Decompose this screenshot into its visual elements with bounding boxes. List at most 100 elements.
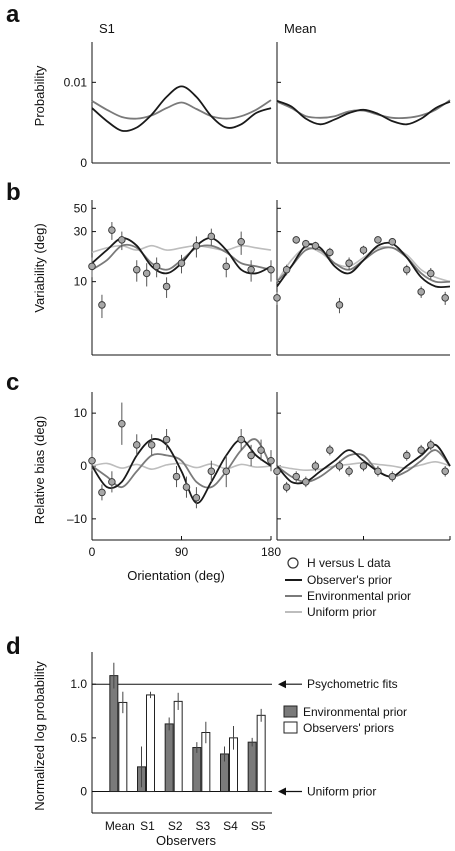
data-point-b-1-2 <box>292 236 300 244</box>
category-label-4: S4 <box>223 819 238 833</box>
reference-arrowhead-1 <box>278 787 286 796</box>
series-line-c-0-uniform-prior <box>91 462 272 471</box>
y-tick-label-d-1: 0.5 <box>70 731 87 745</box>
series-line-a-0-observer-s-prior <box>91 85 272 132</box>
x-tick-label-c-2: 180 <box>261 545 281 559</box>
data-point-c-1-0 <box>273 467 281 476</box>
data-point-b-1-10 <box>388 238 397 246</box>
data-point-b-1-6 <box>335 301 344 309</box>
y-tick-label-c-1: 0 <box>80 459 87 473</box>
data-point-b-1-13 <box>427 269 435 278</box>
data-point-c-0-13 <box>247 451 255 460</box>
bar-3-0 <box>192 747 202 793</box>
data-point-c-0-14 <box>257 446 265 454</box>
data-point-b-1-8 <box>359 246 368 254</box>
data-point-b-0-12 <box>237 238 245 246</box>
data-point-c-1-11 <box>403 451 411 460</box>
data-point-c-1-9 <box>374 467 382 476</box>
bar-5-1 <box>256 714 266 793</box>
data-point-b-0-7 <box>162 282 171 291</box>
y-tick-label-a-0: 0.01 <box>64 75 88 89</box>
x-tick-label-c-0: 0 <box>89 545 96 559</box>
y-tick-label-c-2: –10 <box>67 512 87 526</box>
data-point-c-1-12 <box>417 446 425 454</box>
data-point-b-0-0 <box>88 262 96 271</box>
ylabel-a: Probability <box>32 65 47 126</box>
data-point-c-0-6 <box>162 435 171 444</box>
data-point-b-1-5 <box>326 248 334 257</box>
series-line-a-1-observer-s-prior <box>276 100 451 126</box>
legend-label-environmental: Environmental prior <box>307 589 411 603</box>
legend-d: Environmental prior Observers' priors <box>283 705 407 735</box>
bar-0-0 <box>109 675 119 793</box>
plot-layer: 0.01 0 50 30 10 10 0 –10 0 90 180 1.0 0.5 0 Psychometr… <box>64 42 451 833</box>
panel-letter-d: d <box>6 633 21 660</box>
reference-label-1: Uniform prior <box>307 785 376 799</box>
data-point-b-0-10 <box>207 232 216 241</box>
data-point-c-0-8 <box>182 483 191 491</box>
ylabel-c: Relative bias (deg) <box>32 416 47 524</box>
data-point-b-0-8 <box>177 259 186 267</box>
data-point-c-1-14 <box>441 467 449 476</box>
y-tick-label-b-0: 50 <box>74 201 88 215</box>
category-label-1: S1 <box>140 819 155 833</box>
series-line-c-0-observer-s-prior <box>91 438 272 504</box>
data-point-b-0-5 <box>142 269 151 278</box>
data-point-c-0-10 <box>207 467 216 476</box>
panel-letter-a: a <box>6 1 20 28</box>
data-point-c-0-12 <box>237 435 245 444</box>
data-point-c-1-10 <box>388 472 397 481</box>
data-point-b-0-4 <box>132 265 141 274</box>
reference-arrowhead-0 <box>278 680 286 689</box>
data-point-b-1-9 <box>374 236 382 244</box>
ylabel-b: Variability (deg) <box>32 223 47 312</box>
data-point-b-1-11 <box>403 265 411 274</box>
bar-1-1 <box>146 694 155 793</box>
data-point-b-0-14 <box>267 265 275 274</box>
legend-abc: H versus L data Observer's prior Environ… <box>285 556 411 619</box>
y-tick-label-c-0: 10 <box>74 406 88 420</box>
legend-label-obs-priors: Observers' priors <box>303 721 394 735</box>
data-point-b-1-0 <box>273 294 281 302</box>
data-point-b-0-2 <box>108 226 116 234</box>
data-point-b-1-12 <box>417 288 425 296</box>
series-line-a-0-environmental-prior <box>91 99 272 120</box>
xlabel-c: Orientation (deg) <box>127 568 225 583</box>
reference-label-0: Psychometric fits <box>307 677 398 691</box>
data-point-c-1-5 <box>326 446 334 454</box>
category-label-2: S2 <box>168 819 183 833</box>
data-point-c-0-15 <box>267 456 275 465</box>
data-point-b-1-1 <box>282 265 291 274</box>
data-point-c-1-13 <box>427 441 435 449</box>
data-point-c-0-4 <box>132 441 141 449</box>
data-point-c-1-7 <box>345 467 353 476</box>
data-point-b-1-7 <box>345 259 353 267</box>
xlabel-d: Observers <box>156 833 216 848</box>
x-tick-label-c-1: 90 <box>175 545 189 559</box>
data-point-b-1-3 <box>302 239 310 248</box>
data-point-b-0-11 <box>222 262 230 271</box>
data-point-c-1-6 <box>335 462 344 470</box>
data-point-c-0-5 <box>147 441 156 449</box>
category-label-0: Mean <box>105 819 135 833</box>
bar-2-0 <box>164 723 174 793</box>
col-title-mean: Mean <box>284 21 317 36</box>
data-point-c-1-4 <box>311 462 320 470</box>
legend-label-uniform: Uniform prior <box>307 605 376 619</box>
col-title-s1: S1 <box>99 21 115 36</box>
legend-label-data: H versus L data <box>307 556 391 570</box>
data-point-c-0-2 <box>108 478 116 486</box>
bar-5-0 <box>247 741 257 793</box>
ylabel-d: Normalized log probability <box>32 661 47 811</box>
data-point-c-0-9 <box>192 493 201 502</box>
data-point-c-0-11 <box>222 467 230 476</box>
y-tick-label-d-0: 1.0 <box>70 677 87 691</box>
data-point-c-0-7 <box>172 472 181 481</box>
y-tick-label-a-1: 0 <box>80 156 87 170</box>
data-point-c-1-1 <box>282 483 291 491</box>
legend-label-observer: Observer's prior <box>307 573 392 587</box>
y-tick-label-b-1: 30 <box>74 225 88 239</box>
panel-letter-b: b <box>6 179 21 206</box>
legend-swatch-environmental <box>283 705 298 718</box>
bar-2-1 <box>173 700 183 793</box>
